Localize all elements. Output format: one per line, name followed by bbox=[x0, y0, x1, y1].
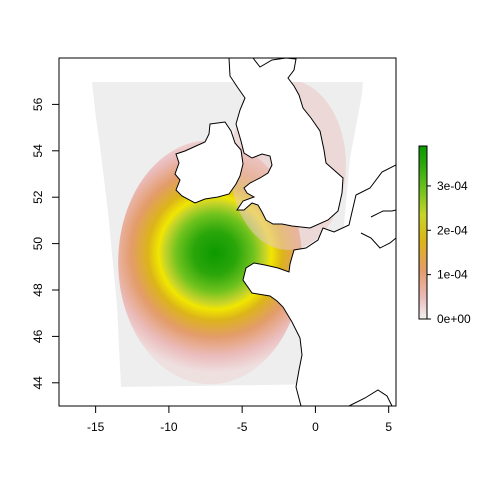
colorbar-ticks: 0e+00 1e-04 2e-04 3e-04 bbox=[427, 179, 471, 326]
colorbar-tick-label: 2e-04 bbox=[437, 223, 468, 237]
x-tick-label: -15 bbox=[87, 420, 105, 434]
colorbar-legend: 0e+00 1e-04 2e-04 3e-04 bbox=[418, 145, 471, 326]
coastlines bbox=[174, 58, 396, 406]
y-tick-label: 56 bbox=[31, 97, 45, 111]
coast-ireland bbox=[174, 121, 244, 204]
colorbar-ramp bbox=[418, 145, 428, 320]
y-tick-label: 44 bbox=[31, 376, 45, 390]
y-tick-label: 54 bbox=[31, 144, 45, 158]
map-content bbox=[92, 58, 396, 406]
colorbar-tick-label: 1e-04 bbox=[437, 268, 468, 282]
x-axis: -15 -10 -5 0 5 bbox=[87, 405, 392, 434]
border-line-3 bbox=[348, 389, 393, 406]
colorbar-tick-label: 0e+00 bbox=[437, 312, 471, 326]
x-tick-label: 0 bbox=[312, 420, 319, 434]
x-tick-label: 5 bbox=[385, 420, 392, 434]
coast-continent bbox=[242, 164, 396, 406]
x-tick-label: -10 bbox=[160, 420, 178, 434]
y-axis: 44 46 48 50 52 54 56 bbox=[31, 97, 60, 390]
y-tick-label: 52 bbox=[31, 190, 45, 204]
y-tick-label: 46 bbox=[31, 329, 45, 343]
border-line-1 bbox=[370, 209, 396, 218]
coast-great-britain bbox=[228, 58, 344, 229]
colorbar-tick-label: 3e-04 bbox=[437, 179, 468, 193]
y-tick-label: 48 bbox=[31, 283, 45, 297]
x-tick-label: -5 bbox=[237, 420, 248, 434]
y-tick-label: 50 bbox=[31, 237, 45, 251]
border-line-2 bbox=[360, 232, 396, 249]
